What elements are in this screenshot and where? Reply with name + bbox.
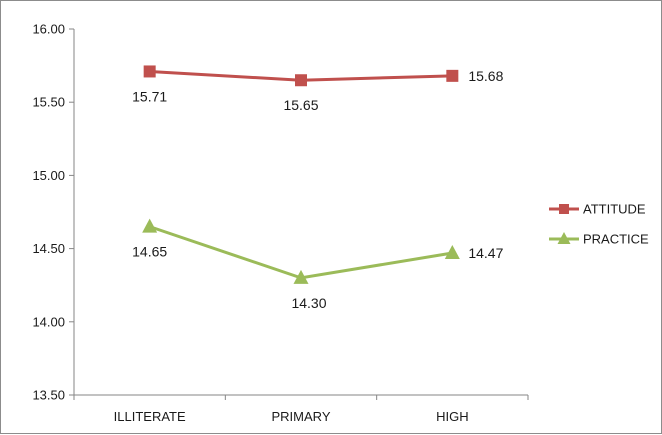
x-tick-label: PRIMARY [272, 409, 331, 424]
y-tick-label: 15.00 [32, 168, 65, 183]
data-point [142, 218, 158, 233]
data-point [295, 74, 307, 87]
y-tick-label: 14.00 [32, 314, 65, 329]
series-layer: 15.71 15.65 15.68 14.65 14.30 14.47 [132, 65, 504, 311]
x-axis-ticks: ILLITERATE PRIMARY HIGH [73, 395, 529, 424]
series-practice: 14.65 14.30 14.47 [132, 218, 504, 311]
data-point [143, 65, 156, 78]
legend-marker [559, 204, 569, 214]
y-axis-ticks: 13.50 14.00 14.50 15.00 15.50 16.00 [32, 22, 74, 403]
data-point [444, 244, 460, 259]
axes [73, 29, 528, 396]
legend-item-practice: PRACTICE [549, 232, 649, 247]
y-tick-label: 14.50 [32, 241, 65, 256]
data-label: 14.30 [291, 295, 326, 311]
data-point [293, 269, 309, 284]
legend-item-attitude: ATTITUDE [549, 202, 646, 217]
series-attitude: 15.71 15.65 15.68 [132, 65, 504, 113]
legend-label: ATTITUDE [583, 202, 646, 217]
data-label: 15.68 [468, 68, 503, 84]
data-point [446, 69, 459, 82]
data-label: 15.71 [132, 88, 167, 104]
x-tick-label: HIGH [436, 409, 469, 424]
data-label: 14.65 [132, 244, 167, 260]
data-label: 14.47 [468, 245, 503, 261]
legend: ATTITUDE PRACTICE [549, 202, 649, 247]
data-label: 15.65 [283, 97, 318, 113]
x-tick-label: ILLITERATE [114, 409, 186, 424]
legend-marker [557, 232, 571, 244]
y-tick-label: 16.00 [32, 22, 65, 37]
legend-label: PRACTICE [583, 232, 649, 247]
y-tick-label: 15.50 [32, 95, 65, 110]
y-tick-label: 13.50 [32, 388, 65, 403]
